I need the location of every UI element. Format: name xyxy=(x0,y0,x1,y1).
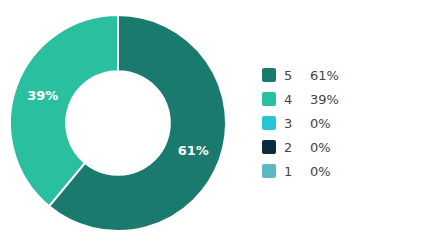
legend-label: 3 xyxy=(284,116,292,131)
legend-swatch xyxy=(262,164,276,178)
legend: 5 61% 4 39% 3 0% 2 0% 1 0% xyxy=(262,68,339,179)
data-labels: 61% 39% xyxy=(27,88,209,157)
legend-value: 39% xyxy=(310,92,339,107)
legend-label: 5 xyxy=(284,68,292,83)
legend-entry: 4 39% xyxy=(284,92,339,107)
data-label: 61% xyxy=(178,143,209,158)
legend-label: 1 xyxy=(284,164,292,179)
data-label: 39% xyxy=(27,88,58,103)
legend-value: 0% xyxy=(310,140,331,155)
wedges xyxy=(10,15,226,231)
legend-value: 0% xyxy=(310,164,331,179)
legend-entry: 3 0% xyxy=(284,116,331,131)
legend-entry: 2 0% xyxy=(284,140,331,155)
legend-value: 0% xyxy=(310,116,331,131)
legend-label: 4 xyxy=(284,92,292,107)
chart: 61% 39% 5 61% 4 39% 3 0% 2 0% 1 0% xyxy=(0,0,443,246)
legend-swatch xyxy=(262,92,276,106)
legend-entry: 5 61% xyxy=(284,68,339,83)
legend-swatch xyxy=(262,68,276,82)
legend-swatch xyxy=(262,116,276,130)
wedge xyxy=(10,15,118,206)
legend-entry: 1 0% xyxy=(284,164,331,179)
legend-value: 61% xyxy=(310,68,339,83)
legend-swatch xyxy=(262,140,276,154)
legend-label: 2 xyxy=(284,140,292,155)
